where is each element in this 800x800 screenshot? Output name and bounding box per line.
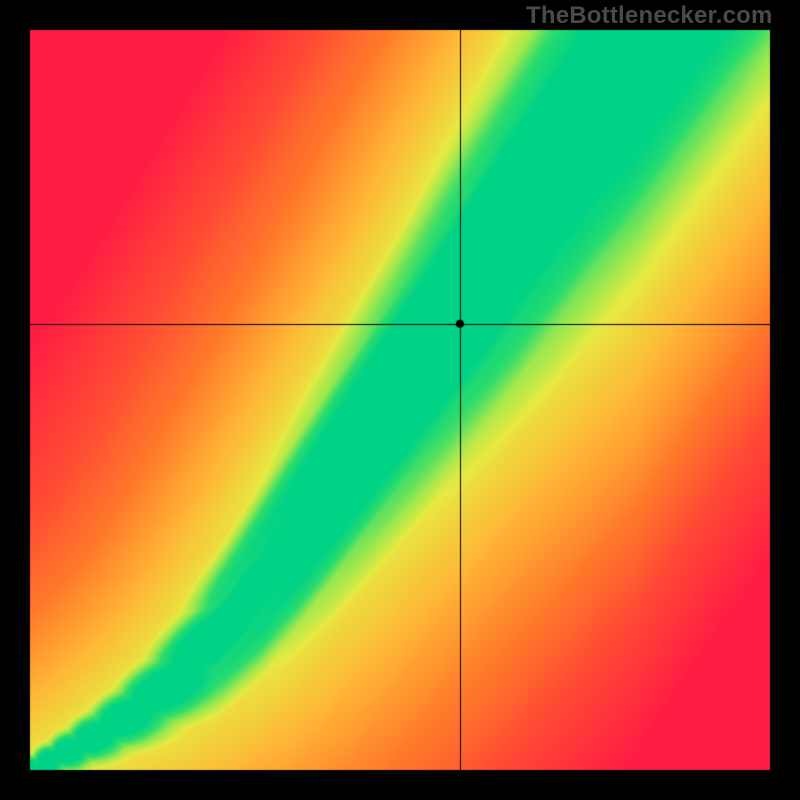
watermark-text: TheBottlenecker.com [526,2,773,30]
chart-container: TheBottlenecker.com [0,0,800,800]
bottleneck-heatmap [0,0,800,800]
